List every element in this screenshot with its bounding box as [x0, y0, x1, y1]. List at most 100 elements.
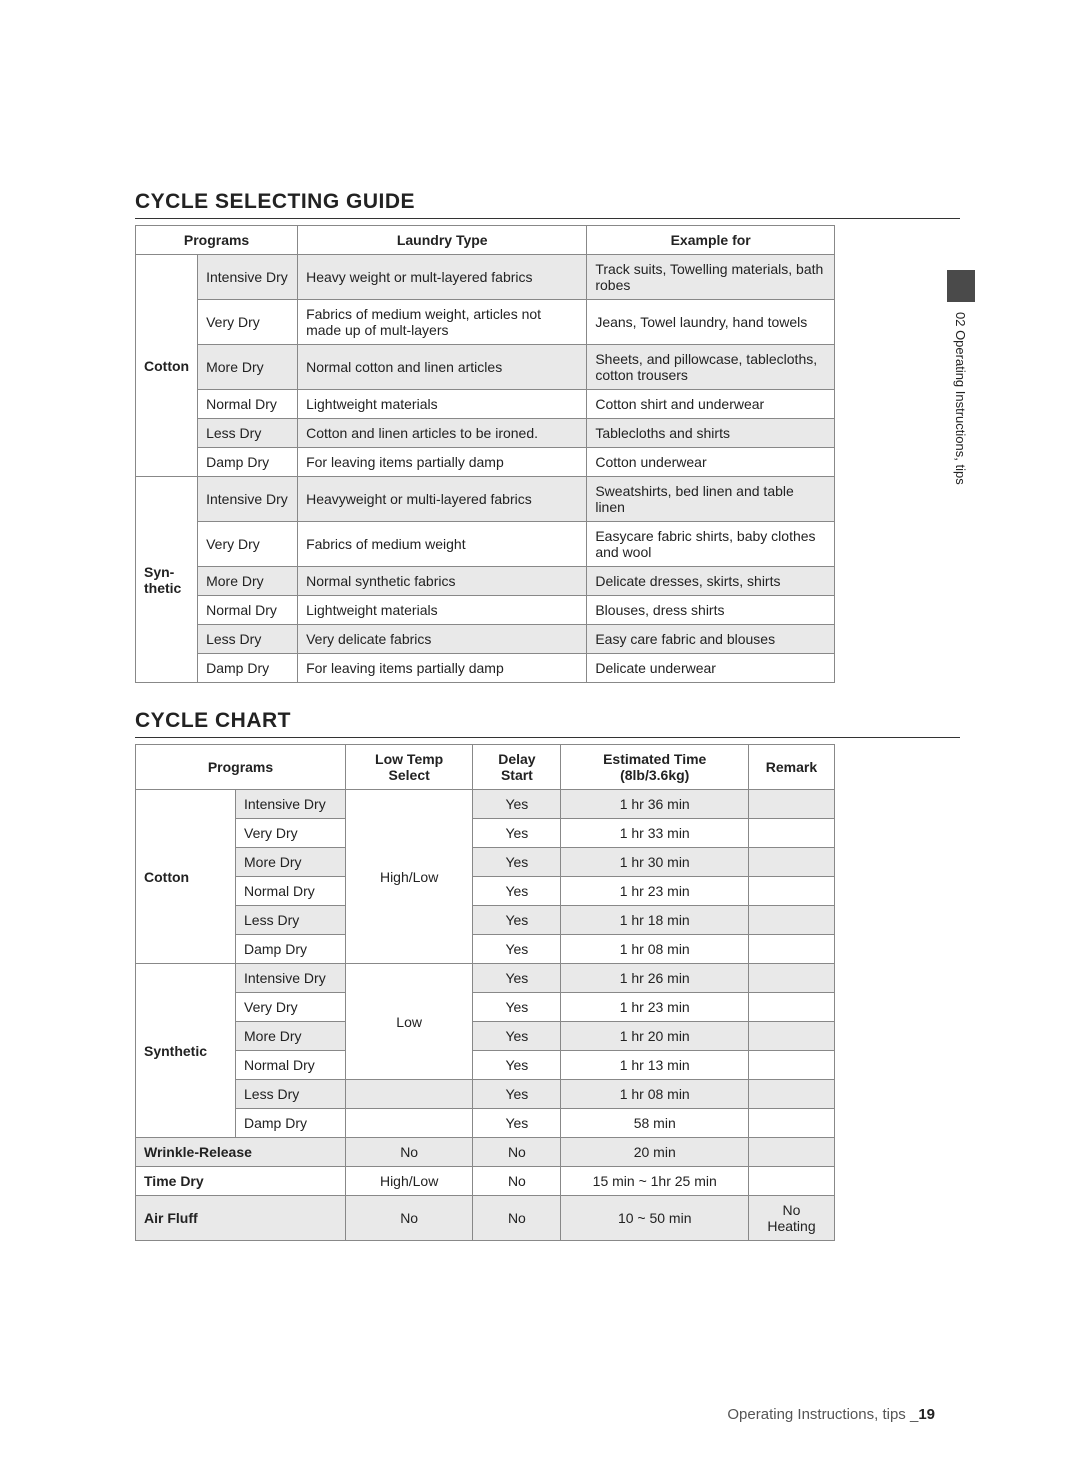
chart-program: More Dry — [236, 1022, 346, 1051]
chart-time: 1 hr 08 min — [561, 1080, 748, 1109]
guide-program: Less Dry — [198, 625, 298, 654]
guide-row: Syn-theticIntensive DryHeavyweight or mu… — [136, 477, 835, 522]
guide-example: Cotton shirt and underwear — [587, 390, 835, 419]
guide-program: Less Dry — [198, 419, 298, 448]
chart-delay: Yes — [473, 993, 561, 1022]
chart-row: More DryYes1 hr 30 min — [136, 848, 835, 877]
chart-remark: No Heating — [748, 1196, 834, 1241]
guide-laundry: Lightweight materials — [298, 596, 587, 625]
guide-category: Cotton — [136, 255, 198, 477]
chart-time: 1 hr 33 min — [561, 819, 748, 848]
guide-row: Damp DryFor leaving items partially damp… — [136, 654, 835, 683]
guide-example: Delicate underwear — [587, 654, 835, 683]
guide-program: More Dry — [198, 345, 298, 390]
chart-program: Air Fluff — [136, 1196, 346, 1241]
guide-laundry: Very delicate fabrics — [298, 625, 587, 654]
chart-program: Damp Dry — [236, 1109, 346, 1138]
chart-row: Normal DryYes1 hr 13 min — [136, 1051, 835, 1080]
chart-header-lowtemp: Low Temp Select — [346, 745, 473, 790]
guide-laundry: Heavyweight or multi-layered fabrics — [298, 477, 587, 522]
guide-laundry: For leaving items partially damp — [298, 448, 587, 477]
guide-row: Less DryVery delicate fabricsEasy care f… — [136, 625, 835, 654]
chart-remark — [748, 1080, 834, 1109]
chart-row: CottonIntensive DryHigh/LowYes1 hr 36 mi… — [136, 790, 835, 819]
chart-lowtemp: Low — [346, 964, 473, 1080]
guide-example: Jeans, Towel laundry, hand towels — [587, 300, 835, 345]
chart-time: 1 hr 08 min — [561, 935, 748, 964]
guide-header-programs: Programs — [136, 226, 298, 255]
chart-program: Normal Dry — [236, 877, 346, 906]
chart-program: Very Dry — [236, 993, 346, 1022]
chart-header-remark: Remark — [748, 745, 834, 790]
chart-program: More Dry — [236, 848, 346, 877]
guide-laundry: For leaving items partially damp — [298, 654, 587, 683]
guide-laundry: Normal cotton and linen articles — [298, 345, 587, 390]
chart-time: 10 ~ 50 min — [561, 1196, 748, 1241]
chart-time: 15 min ~ 1hr 25 min — [561, 1167, 748, 1196]
chart-row: Normal DryYes1 hr 23 min — [136, 877, 835, 906]
chart-delay: No — [473, 1138, 561, 1167]
chart-row: Damp DryYes1 hr 08 min — [136, 935, 835, 964]
guide-laundry: Heavy weight or mult-layered fabrics — [298, 255, 587, 300]
chart-row: Wrinkle-ReleaseNoNo20 min — [136, 1138, 835, 1167]
guide-row: CottonIntensive DryHeavy weight or mult-… — [136, 255, 835, 300]
chart-delay: Yes — [473, 1051, 561, 1080]
chart-table: Programs Low Temp Select Delay Start Est… — [135, 744, 835, 1241]
chart-time: 1 hr 20 min — [561, 1022, 748, 1051]
chart-program: Intensive Dry — [236, 790, 346, 819]
guide-program: Intensive Dry — [198, 255, 298, 300]
chart-row: Air FluffNoNo10 ~ 50 minNo Heating — [136, 1196, 835, 1241]
chart-lowtemp: No — [346, 1138, 473, 1167]
guide-header-laundry: Laundry Type — [298, 226, 587, 255]
chart-lowtemp: No — [346, 1196, 473, 1241]
guide-laundry: Normal synthetic fabrics — [298, 567, 587, 596]
chart-time: 1 hr 36 min — [561, 790, 748, 819]
guide-example: Tablecloths and shirts — [587, 419, 835, 448]
chart-delay: Yes — [473, 848, 561, 877]
chart-lowtemp: High/Low — [346, 1167, 473, 1196]
guide-header-example: Example for — [587, 226, 835, 255]
chart-program: Normal Dry — [236, 1051, 346, 1080]
chart-row: Very DryYes1 hr 33 min — [136, 819, 835, 848]
guide-program: More Dry — [198, 567, 298, 596]
chart-delay: Yes — [473, 935, 561, 964]
guide-example: Cotton underwear — [587, 448, 835, 477]
chart-remark — [748, 1022, 834, 1051]
chart-program: Less Dry — [236, 1080, 346, 1109]
guide-laundry: Fabrics of medium weight — [298, 522, 587, 567]
guide-laundry: Cotton and linen articles to be ironed. — [298, 419, 587, 448]
chart-delay: Yes — [473, 964, 561, 993]
guide-example: Blouses, dress shirts — [587, 596, 835, 625]
chart-delay: No — [473, 1167, 561, 1196]
chart-row: Time DryHigh/LowNo15 min ~ 1hr 25 min — [136, 1167, 835, 1196]
guide-program: Very Dry — [198, 522, 298, 567]
chart-remark — [748, 848, 834, 877]
chart-header-row: Programs Low Temp Select Delay Start Est… — [136, 745, 835, 790]
guide-row: Very DryFabrics of medium weight, articl… — [136, 300, 835, 345]
guide-title: CYCLE SELECTING GUIDE — [135, 190, 960, 219]
chart-remark — [748, 1138, 834, 1167]
chart-time: 1 hr 26 min — [561, 964, 748, 993]
chart-delay: Yes — [473, 790, 561, 819]
chart-time: 1 hr 23 min — [561, 993, 748, 1022]
guide-row: More DryNormal cotton and linen articles… — [136, 345, 835, 390]
footer-page: 19 — [918, 1406, 935, 1423]
guide-program: Normal Dry — [198, 596, 298, 625]
guide-program: Very Dry — [198, 300, 298, 345]
chart-time: 20 min — [561, 1138, 748, 1167]
guide-program: Intensive Dry — [198, 477, 298, 522]
guide-program: Damp Dry — [198, 448, 298, 477]
chart-row: SyntheticIntensive DryLowYes1 hr 26 min — [136, 964, 835, 993]
chart-row: Very Dry Yes1 hr 23 min — [136, 993, 835, 1022]
chart-remark — [748, 935, 834, 964]
chart-program: Very Dry — [236, 819, 346, 848]
chart-title: CYCLE CHART — [135, 709, 960, 738]
chart-time: 1 hr 23 min — [561, 877, 748, 906]
page-footer: Operating Instructions, tips _19 — [727, 1406, 935, 1423]
chart-remark — [748, 906, 834, 935]
guide-program: Normal Dry — [198, 390, 298, 419]
guide-row: Less DryCotton and linen articles to be … — [136, 419, 835, 448]
chart-remark — [748, 1167, 834, 1196]
chart-time: 1 hr 18 min — [561, 906, 748, 935]
chart-lowtemp: High/Low — [346, 790, 473, 964]
